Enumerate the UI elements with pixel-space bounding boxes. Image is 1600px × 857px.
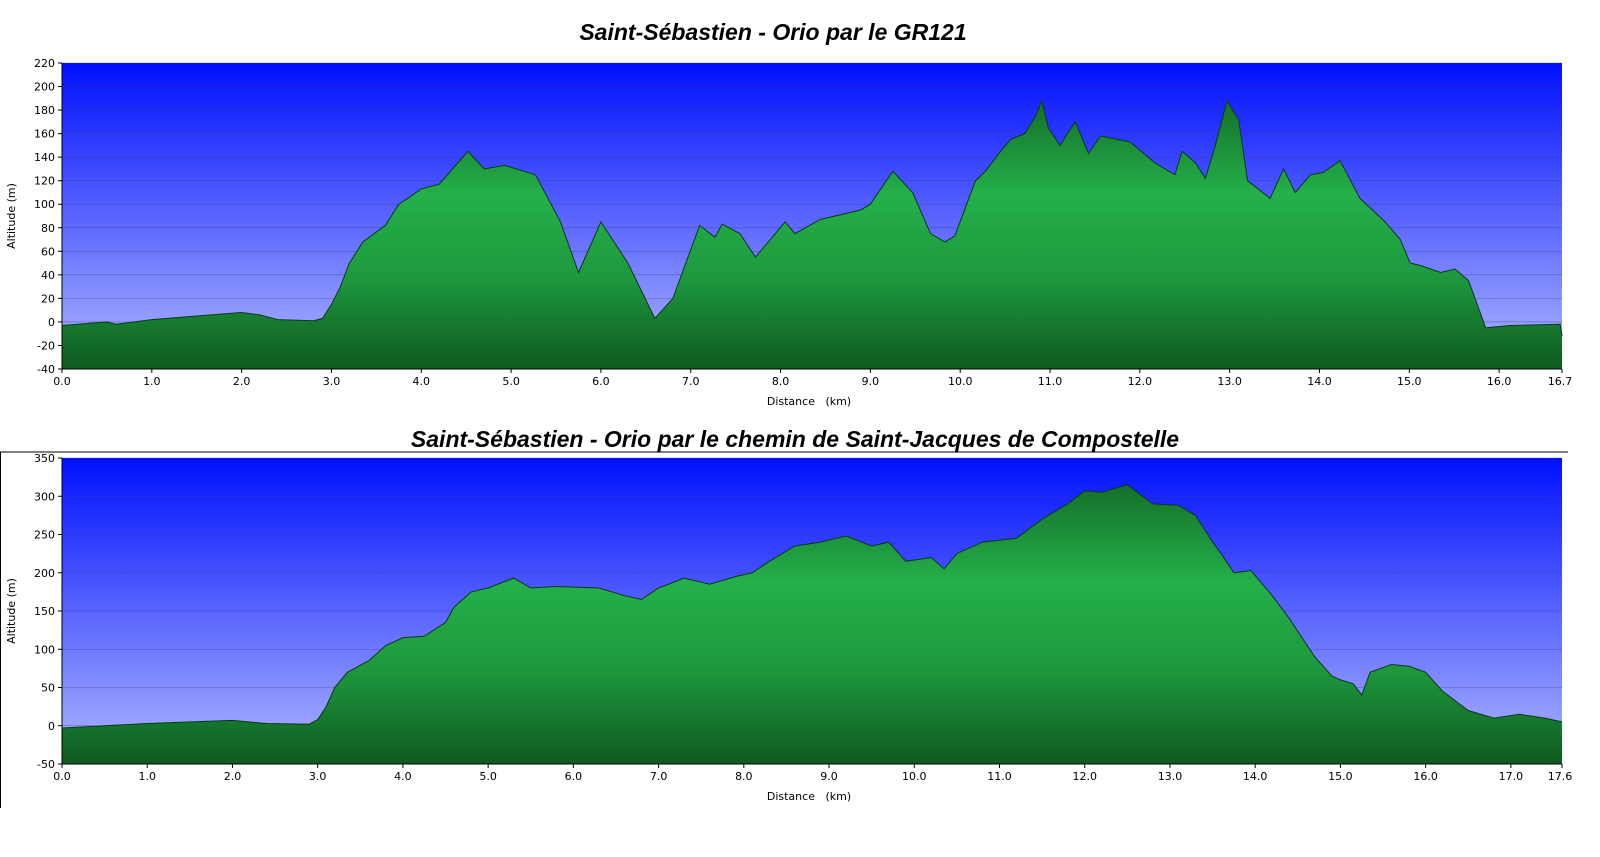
x-tick-label: 8.0 — [735, 770, 753, 783]
y-tick-label: -20 — [37, 339, 55, 352]
x-tick-label: 6.0 — [565, 770, 583, 783]
y-tick-label: 150 — [34, 605, 55, 618]
x-tick-label: 11.0 — [1038, 375, 1063, 388]
y-tick-label: 200 — [34, 81, 55, 94]
chart-title: Saint-Sébastien - Orio par le chemin de … — [411, 426, 1179, 452]
x-tick-label: 14.0 — [1307, 375, 1332, 388]
y-tick-label: 100 — [34, 198, 55, 211]
y-tick-label: -40 — [37, 363, 55, 376]
y-tick-label: 120 — [34, 175, 55, 188]
x-tick-label: 6.0 — [592, 375, 610, 388]
x-tick-label: 15.0 — [1328, 770, 1353, 783]
y-tick-label: 80 — [41, 222, 55, 235]
y-tick-label: 60 — [41, 245, 55, 258]
x-tick-label: 9.0 — [862, 375, 880, 388]
x-tick-label: 2.0 — [233, 375, 251, 388]
x-tick-label: 8.0 — [772, 375, 790, 388]
area — [62, 100, 1562, 369]
area-outline — [61, 484, 1563, 729]
x-tick-label: 7.0 — [682, 375, 700, 388]
x-tick-label: 4.0 — [413, 375, 431, 388]
x-tick-label: 10.0 — [948, 375, 973, 388]
x-tick-label: 2.0 — [224, 770, 242, 783]
y-tick-label: 0 — [48, 316, 55, 329]
y-tick-label: 100 — [34, 643, 55, 656]
y-tick-label: 200 — [34, 567, 55, 580]
y-tick-label: -50 — [37, 758, 55, 771]
y-tick-label: 350 — [34, 452, 55, 465]
x-tick-label: 11.0 — [987, 770, 1012, 783]
y-tick-label: 180 — [34, 104, 55, 117]
y-tick-label: 140 — [34, 151, 55, 164]
x-tick-label: 16.0 — [1487, 375, 1512, 388]
x-tick-label: 3.0 — [323, 375, 341, 388]
y-tick-label: 40 — [41, 269, 55, 282]
x-tick-label: 0.0 — [53, 770, 71, 783]
area — [62, 484, 1562, 764]
y-tick-label: 160 — [34, 128, 55, 141]
x-tick-label: 12.0 — [1072, 770, 1097, 783]
x-tick-label: 9.0 — [820, 770, 838, 783]
area-outline — [61, 99, 1563, 337]
x-tick-label: 5.0 — [502, 375, 520, 388]
x-tick-label: 13.0 — [1217, 375, 1242, 388]
y-axis-label: Altitude (m) — [5, 578, 18, 644]
y-tick-label: 50 — [41, 682, 55, 695]
x-tick-label: 3.0 — [309, 770, 327, 783]
x-tick-label: 15.0 — [1397, 375, 1422, 388]
x-tick-label: 16.0 — [1413, 770, 1438, 783]
y-tick-label: 300 — [34, 490, 55, 503]
x-tick-label: 0.0 — [53, 375, 71, 388]
x-tick-label: 1.0 — [143, 375, 161, 388]
x-tick-label: 13.0 — [1158, 770, 1183, 783]
y-tick-label: 20 — [41, 292, 55, 305]
x-tick-label: 16.7 — [1548, 375, 1573, 388]
x-tick-label: 17.0 — [1499, 770, 1524, 783]
y-axis-label: Altitude (m) — [5, 183, 18, 249]
x-tick-label: 10.0 — [902, 770, 927, 783]
chart-title: Saint-Sébastien - Orio par le GR121 — [579, 19, 966, 45]
x-axis-label: Distance (km) — [767, 790, 851, 803]
x-tick-label: 4.0 — [394, 770, 412, 783]
x-tick-label: 5.0 — [479, 770, 497, 783]
x-axis-label: Distance (km) — [767, 395, 851, 408]
x-tick-label: 1.0 — [138, 770, 156, 783]
x-tick-label: 12.0 — [1128, 375, 1153, 388]
y-tick-label: 0 — [48, 720, 55, 733]
x-tick-label: 7.0 — [650, 770, 668, 783]
y-tick-label: 250 — [34, 529, 55, 542]
x-tick-label: 14.0 — [1243, 770, 1268, 783]
x-tick-label: 17.6 — [1548, 770, 1573, 783]
y-tick-label: 220 — [34, 57, 55, 70]
